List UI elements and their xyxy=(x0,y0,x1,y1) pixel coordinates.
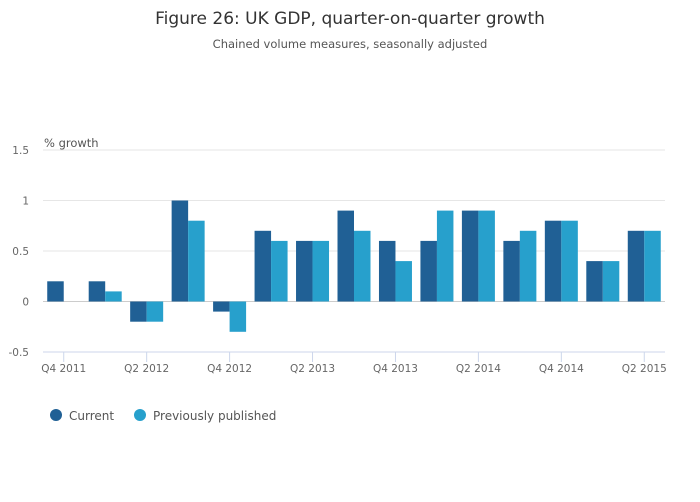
x-tick-label: Q2 2013 xyxy=(290,363,335,375)
bar-current[interactable] xyxy=(378,240,396,302)
x-tick-label: Q4 2013 xyxy=(373,363,418,375)
y-tick-label: -0.5 xyxy=(9,347,30,359)
bar-previously-published[interactable] xyxy=(354,230,371,302)
bar-current[interactable] xyxy=(420,240,437,302)
x-tick-label: Q2 2012 xyxy=(124,363,169,375)
y-tick-label: 0.5 xyxy=(12,246,29,258)
bar-current[interactable] xyxy=(586,261,603,302)
legend-label[interactable]: Previously published xyxy=(153,409,276,423)
x-tick-label: Q2 2015 xyxy=(622,363,667,375)
x-tick-label: Q2 2014 xyxy=(456,363,501,375)
y-tick-label: 1.5 xyxy=(12,145,29,157)
bar-current[interactable] xyxy=(296,240,313,302)
bar-previously-published[interactable] xyxy=(188,220,205,302)
bar-previously-published[interactable] xyxy=(271,240,288,302)
bar-previously-published[interactable] xyxy=(519,230,537,302)
bar-current[interactable] xyxy=(337,210,355,302)
bar-current[interactable] xyxy=(461,210,479,302)
x-tick-label: Q4 2011 xyxy=(41,363,86,375)
bar-previously-published[interactable] xyxy=(105,291,122,302)
bar-previously-published[interactable] xyxy=(229,301,247,332)
bar-previously-published[interactable] xyxy=(478,210,495,302)
bar-previously-published[interactable] xyxy=(602,261,620,302)
bar-current[interactable] xyxy=(171,200,189,302)
bar-current[interactable] xyxy=(254,230,272,302)
y-tick-label: 1 xyxy=(22,196,29,208)
bar-current[interactable] xyxy=(88,281,106,302)
bar-previously-published[interactable] xyxy=(644,230,661,302)
bar-current[interactable] xyxy=(544,220,562,302)
legend-marker xyxy=(134,409,146,421)
y-tick-label: 0 xyxy=(22,297,29,309)
bar-previously-published[interactable] xyxy=(436,210,454,302)
y-axis-label: % growth xyxy=(44,136,99,150)
bar-current[interactable] xyxy=(503,240,520,302)
bar-current[interactable] xyxy=(213,301,230,312)
bar-previously-published[interactable] xyxy=(395,261,412,302)
chart-subtitle: Chained volume measures, seasonally adju… xyxy=(213,37,488,51)
bar-previously-published[interactable] xyxy=(312,240,330,302)
bar-previously-published[interactable] xyxy=(561,220,578,302)
bar-previously-published[interactable] xyxy=(146,301,164,322)
bar-current[interactable] xyxy=(47,281,64,302)
x-tick-label: Q4 2012 xyxy=(207,363,252,375)
legend-marker xyxy=(50,409,62,421)
legend-label[interactable]: Current xyxy=(69,409,114,423)
x-tick-label: Q4 2014 xyxy=(539,363,584,375)
chart-title: Figure 26: UK GDP, quarter-on-quarter gr… xyxy=(155,9,545,29)
bar-current[interactable] xyxy=(627,230,645,302)
bar-current[interactable] xyxy=(130,301,147,322)
